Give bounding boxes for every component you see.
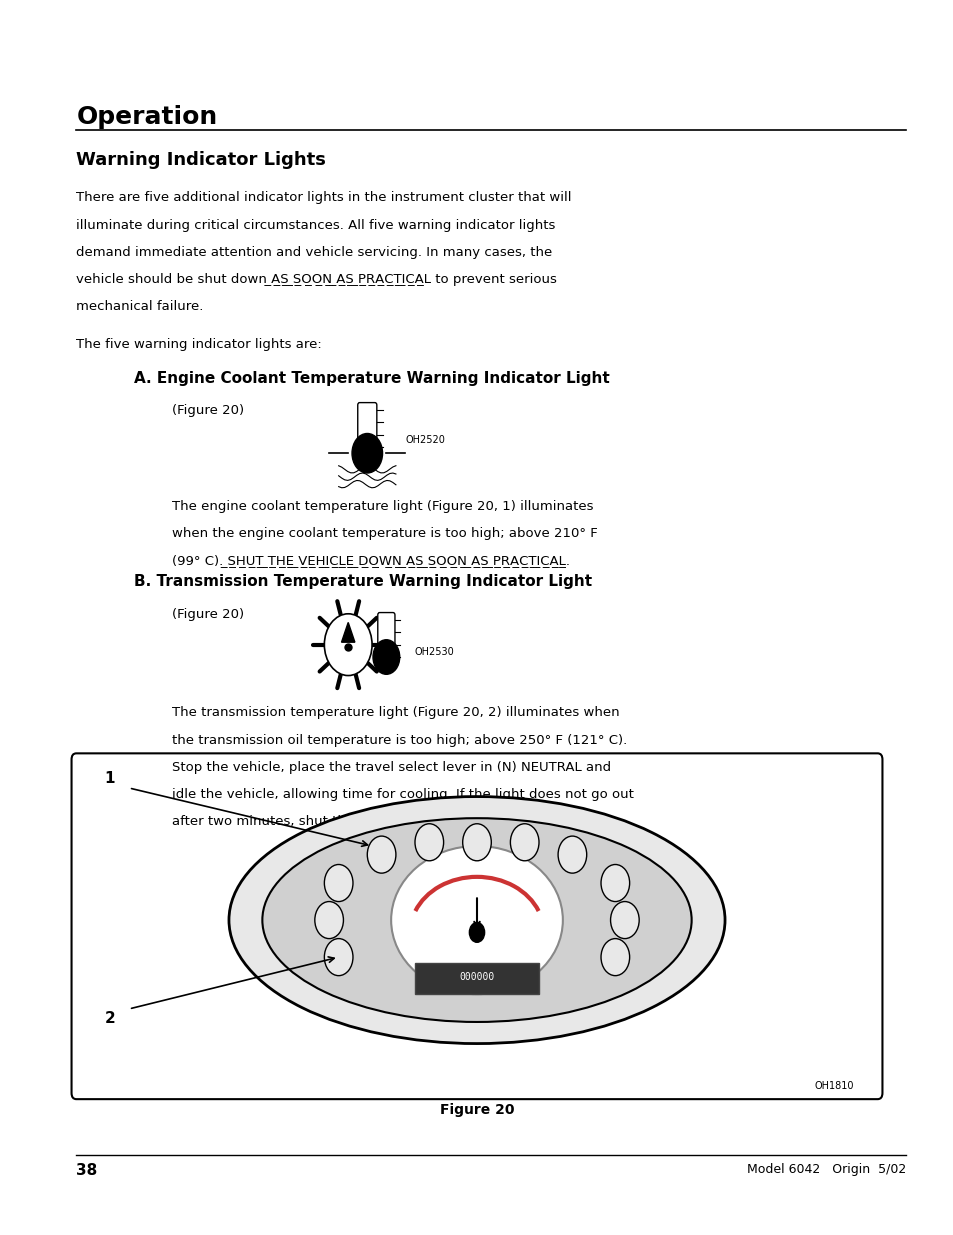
FancyBboxPatch shape xyxy=(357,403,376,453)
Text: idle the vehicle, allowing time for cooling. If the light does not go out: idle the vehicle, allowing time for cool… xyxy=(172,788,633,802)
Text: Operation: Operation xyxy=(76,105,217,128)
Text: The five warning indicator lights are:: The five warning indicator lights are: xyxy=(76,338,322,352)
Circle shape xyxy=(558,836,586,873)
Circle shape xyxy=(367,836,395,873)
Text: demand immediate attention and vehicle servicing. In many cases, the: demand immediate attention and vehicle s… xyxy=(76,246,552,259)
Text: The transmission temperature light (Figure 20, 2) illuminates when: The transmission temperature light (Figu… xyxy=(172,706,618,720)
Ellipse shape xyxy=(391,846,562,994)
Text: (Figure 20): (Figure 20) xyxy=(172,404,244,417)
Text: A. Engine Coolant Temperature Warning Indicator Light: A. Engine Coolant Temperature Warning In… xyxy=(133,370,609,385)
Text: OH2530: OH2530 xyxy=(415,647,455,657)
Text: (99° C). ̲S̲H̲U̲T̲ ̲T̲H̲E̲ ̲V̲E̲H̲I̲C̲L̲E̲ ̲D̲O̲W̲N̲ ̲A̲S̲ ̲S̲O̲O̲N̲ ̲A̲S̲ ̲P̲R̲: (99° C). ̲S̲H̲U̲T̲ ̲T̲H̲E̲ ̲V̲E̲H̲I̲C̲L̲… xyxy=(172,555,569,568)
Text: B. Transmission Temperature Warning Indicator Light: B. Transmission Temperature Warning Indi… xyxy=(133,574,591,589)
FancyBboxPatch shape xyxy=(377,613,395,657)
Text: Model 6042   Origin  5/02: Model 6042 Origin 5/02 xyxy=(746,1163,905,1177)
Ellipse shape xyxy=(229,797,724,1044)
Circle shape xyxy=(610,902,639,939)
Text: (Figure 20): (Figure 20) xyxy=(172,608,244,621)
Circle shape xyxy=(314,902,343,939)
Text: There are five additional indicator lights in the instrument cluster that will: There are five additional indicator ligh… xyxy=(76,191,571,205)
Text: mechanical failure.: mechanical failure. xyxy=(76,300,204,314)
FancyBboxPatch shape xyxy=(415,963,538,994)
Circle shape xyxy=(324,864,353,902)
Circle shape xyxy=(324,614,372,676)
Text: 000000: 000000 xyxy=(459,972,494,982)
Circle shape xyxy=(462,824,491,861)
Text: OH2520: OH2520 xyxy=(405,435,445,445)
Circle shape xyxy=(469,923,484,942)
Text: when the engine coolant temperature is too high; above 210° F: when the engine coolant temperature is t… xyxy=(172,527,597,541)
Text: Stop the vehicle, place the travel select lever in (N) NEUTRAL and: Stop the vehicle, place the travel selec… xyxy=(172,761,610,774)
Circle shape xyxy=(600,864,629,902)
Text: Figure 20: Figure 20 xyxy=(439,1103,514,1116)
Circle shape xyxy=(352,433,382,473)
Text: 2: 2 xyxy=(104,1011,115,1026)
FancyBboxPatch shape xyxy=(71,753,882,1099)
Circle shape xyxy=(600,939,629,976)
Text: vehicle should be shut down ̲A̲S̲ ̲S̲O̲O̲N̲ ̲A̲S̲ ̲P̲R̲A̲C̲T̲I̲C̲A̲L to prevent : vehicle should be shut down ̲A̲S̲ ̲S̲O̲O… xyxy=(76,273,557,287)
Ellipse shape xyxy=(262,819,691,1023)
Text: after two minutes, shut the vehicle down.: after two minutes, shut the vehicle down… xyxy=(172,815,450,829)
Circle shape xyxy=(373,640,399,674)
Circle shape xyxy=(324,939,353,976)
Circle shape xyxy=(510,824,538,861)
Polygon shape xyxy=(341,622,355,642)
Text: Warning Indicator Lights: Warning Indicator Lights xyxy=(76,151,326,169)
Circle shape xyxy=(415,824,443,861)
Text: illuminate during critical circumstances. All five warning indicator lights: illuminate during critical circumstances… xyxy=(76,219,555,232)
Text: the transmission oil temperature is too high; above 250° F (121° C).: the transmission oil temperature is too … xyxy=(172,734,626,747)
Text: 38: 38 xyxy=(76,1163,97,1178)
Text: The engine coolant temperature light (Figure 20, 1) illuminates: The engine coolant temperature light (Fi… xyxy=(172,500,593,514)
Text: 1: 1 xyxy=(104,771,115,785)
Text: OH1810: OH1810 xyxy=(814,1081,853,1091)
